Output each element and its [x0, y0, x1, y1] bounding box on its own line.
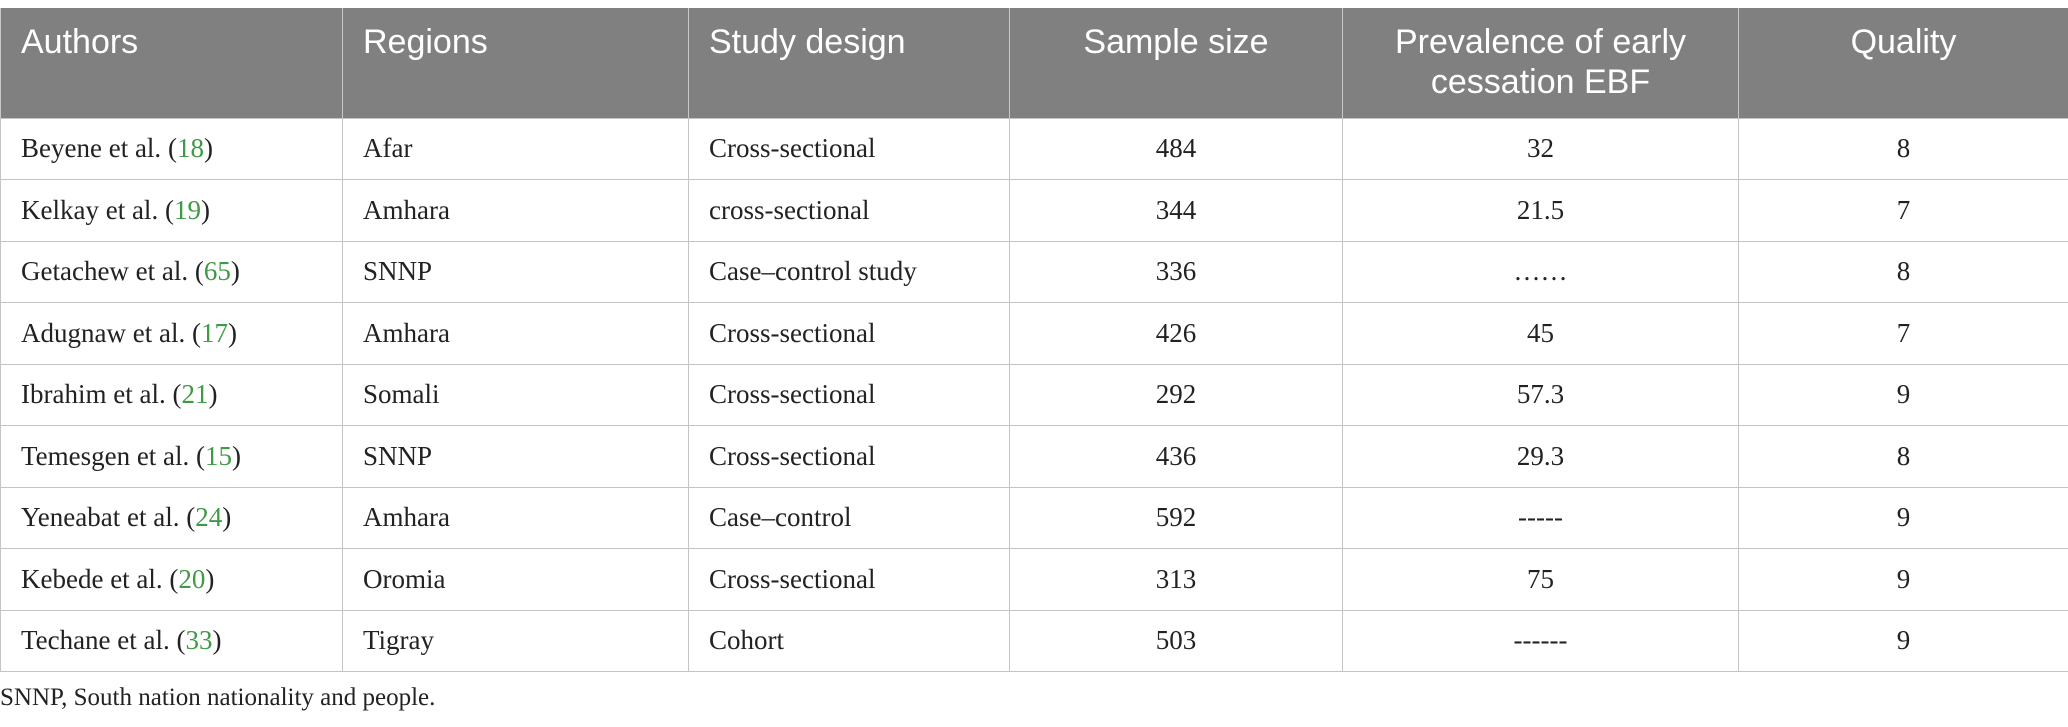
prevalence-cell: 57.3: [1342, 363, 1739, 426]
header-authors: Authors: [0, 8, 343, 118]
sample-size-cell: 484: [1009, 117, 1343, 180]
sample-size-cell: 313: [1009, 548, 1343, 611]
quality-cell: 7: [1738, 302, 2068, 365]
reference-link[interactable]: 21: [181, 379, 209, 410]
region-cell: SNNP: [342, 240, 689, 303]
sample-size-cell: 592: [1009, 486, 1343, 549]
author-cell: Temesgen et al. (15): [0, 425, 343, 488]
author-cell: Adugnaw et al. (17): [0, 302, 343, 365]
author-name: Kelkay et al.: [21, 194, 159, 225]
prevalence-cell: 45: [1342, 302, 1739, 365]
sample-size-cell: 292: [1009, 363, 1343, 426]
quality-cell: 9: [1738, 486, 2068, 549]
reference-link[interactable]: 33: [185, 625, 213, 656]
prevalence-cell: 75: [1342, 548, 1739, 611]
reference-link[interactable]: 65: [203, 256, 231, 287]
sample-size-cell: 344: [1009, 179, 1343, 242]
header-study-design: Study design: [688, 8, 1010, 118]
study-design-cell: Cross-sectional: [688, 548, 1010, 611]
table-row: Beyene et al. (18) Afar Cross-sectional 484…: [0, 117, 2068, 180]
study-design-cell: Case–control: [688, 486, 1010, 549]
author-cell: Kelkay et al. (19): [0, 179, 343, 242]
region-cell: SNNP: [342, 425, 689, 488]
author-name: Beyene et al.: [21, 133, 162, 164]
author-name: Yeneabat et al.: [21, 502, 180, 533]
quality-cell: 8: [1738, 117, 2068, 180]
table-row: Yeneabat et al. (24) Amhara Case–control 59…: [0, 486, 2068, 549]
prevalence-cell: 29.3: [1342, 425, 1739, 488]
prevalence-cell: ……: [1342, 240, 1739, 303]
table-row: Adugnaw et al. (17) Amhara Cross-sectional…: [0, 302, 2068, 365]
prevalence-cell: -----: [1342, 486, 1739, 549]
author-cell: Getachew et al. (65): [0, 240, 343, 303]
quality-cell: 7: [1738, 179, 2068, 242]
author-name: Getachew et al.: [21, 256, 189, 287]
region-cell: Oromia: [342, 548, 689, 611]
study-design-cell: Cohort: [688, 609, 1010, 672]
author-name: Temesgen et al.: [21, 440, 190, 471]
prevalence-cell: ------: [1342, 609, 1739, 672]
study-design-cell: Cross-sectional: [688, 302, 1010, 365]
region-cell: Tigray: [342, 609, 689, 672]
table-row: Kelkay et al. (19) Amhara cross-sectional 3…: [0, 179, 2068, 242]
region-cell: Amhara: [342, 486, 689, 549]
study-design-cell: Cross-sectional: [688, 363, 1010, 426]
region-cell: Afar: [342, 117, 689, 180]
reference-link[interactable]: 18: [176, 133, 204, 164]
author-name: Adugnaw et al.: [21, 317, 186, 348]
sample-size-cell: 336: [1009, 240, 1343, 303]
study-design-cell: Cross-sectional: [688, 425, 1010, 488]
study-design-cell: Cross-sectional: [688, 117, 1010, 180]
quality-cell: 9: [1738, 548, 2068, 611]
quality-cell: 9: [1738, 609, 2068, 672]
study-design-cell: Case–control study: [688, 240, 1010, 303]
header-sample-size: Sample size: [1009, 8, 1343, 118]
table-row: Techane et al. (33) Tigray Cohort 503 ------…: [0, 609, 2068, 672]
table-footnote: SNNP, South nation nationality and peopl…: [0, 684, 436, 711]
author-name: Techane et al.: [21, 625, 170, 656]
table-row: Kebede et al. (20) Oromia Cross-sectional 3…: [0, 548, 2068, 611]
study-design-cell: cross-sectional: [688, 179, 1010, 242]
table-body: Beyene et al. (18) Afar Cross-sectional 484…: [0, 117, 2068, 672]
prevalence-cell: 32: [1342, 117, 1739, 180]
quality-cell: 8: [1738, 240, 2068, 303]
reference-link[interactable]: 15: [205, 440, 233, 471]
table-row: Getachew et al. (65) SNNP Case–control stu…: [0, 240, 2068, 303]
author-cell: Kebede et al. (20): [0, 548, 343, 611]
region-cell: Amhara: [342, 302, 689, 365]
region-cell: Somali: [342, 363, 689, 426]
sample-size-cell: 436: [1009, 425, 1343, 488]
author-cell: Beyene et al. (18): [0, 117, 343, 180]
author-cell: Ibrahim et al. (21): [0, 363, 343, 426]
author-name: Kebede et al.: [21, 563, 163, 594]
author-name: Ibrahim et al.: [21, 379, 166, 410]
reference-link[interactable]: 20: [178, 563, 206, 594]
reference-link[interactable]: 17: [200, 317, 228, 348]
region-cell: Amhara: [342, 179, 689, 242]
table-row: Ibrahim et al. (21) Somali Cross-sectional…: [0, 363, 2068, 426]
reference-link[interactable]: 19: [173, 194, 201, 225]
header-row: Authors Regions Study design Sample size…: [0, 8, 2068, 118]
reference-link[interactable]: 24: [195, 502, 223, 533]
sample-size-cell: 503: [1009, 609, 1343, 672]
header-quality: Quality: [1738, 8, 2068, 118]
header-prevalence: Prevalence of early cessation EBF: [1342, 8, 1739, 118]
studies-table: Authors Regions Study design Sample size…: [0, 8, 2068, 672]
quality-cell: 9: [1738, 363, 2068, 426]
sample-size-cell: 426: [1009, 302, 1343, 365]
table-header: Authors Regions Study design Sample size…: [0, 8, 2068, 118]
table-row: Temesgen et al. (15) SNNP Cross-sectional 4…: [0, 425, 2068, 488]
author-cell: Techane et al. (33): [0, 609, 343, 672]
author-cell: Yeneabat et al. (24): [0, 486, 343, 549]
quality-cell: 8: [1738, 425, 2068, 488]
prevalence-cell: 21.5: [1342, 179, 1739, 242]
header-regions: Regions: [342, 8, 689, 118]
